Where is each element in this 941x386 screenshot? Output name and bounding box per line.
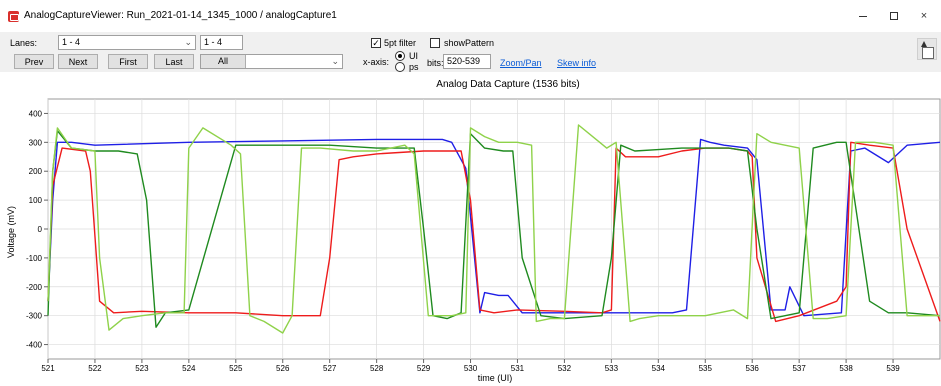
y-tick-label: -400	[26, 341, 43, 350]
maximize-icon	[890, 12, 898, 20]
maximize-button[interactable]	[879, 5, 909, 27]
x-tick-label: 526	[276, 364, 290, 373]
filter-checkbox[interactable]: ✓	[371, 38, 381, 48]
y-tick-label: 300	[29, 138, 43, 147]
minimize-button[interactable]	[848, 5, 878, 27]
lanes-label: Lanes:	[10, 38, 38, 48]
y-tick-label: -300	[26, 312, 43, 321]
app-icon	[8, 11, 19, 22]
series-layer	[47, 124, 941, 334]
x-axis-label: x-axis:	[363, 57, 390, 67]
x-tick-label: 533	[605, 364, 619, 373]
x-tick-label: 529	[417, 364, 431, 373]
next-button[interactable]: Next	[58, 54, 98, 69]
axes: 521 522 523 524 525 526 527 528 529 530 531 532 533 5…	[26, 109, 900, 373]
analog-capture-chart: Analog Data Capture (1536 bits) time (UI…	[6, 79, 941, 383]
y-tick-label: 100	[29, 196, 43, 205]
toolbar: Lanes: 1 - 4 ⌄ 1 - 4 Prev Next First Las…	[0, 32, 941, 72]
first-button[interactable]: First	[108, 54, 148, 69]
y-axis-title: Voltage (mV)	[6, 206, 16, 258]
y-tick-label: -100	[26, 254, 43, 263]
skew-info-link[interactable]: Skew info	[557, 58, 597, 68]
x-axis-ui-label: UI	[409, 51, 418, 61]
x-tick-label: 525	[229, 364, 243, 373]
lanes-range-input[interactable]: 1 - 4	[200, 35, 243, 50]
minimize-icon	[859, 15, 867, 17]
x-axis-ps-radio[interactable]	[395, 62, 405, 72]
x-tick-label: 522	[88, 364, 102, 373]
bits-input[interactable]: 520-539	[443, 54, 491, 69]
chevron-down-icon: ⌄	[331, 56, 339, 66]
chart-title: Analog Data Capture (1536 bits)	[436, 79, 579, 90]
x-tick-label: 528	[370, 364, 384, 373]
x-axis-title: time (UI)	[478, 373, 513, 383]
close-icon: ×	[920, 10, 928, 22]
chevron-down-icon: ⌄	[184, 37, 192, 47]
prev-button[interactable]: Prev	[14, 54, 54, 69]
x-tick-label: 531	[511, 364, 525, 373]
y-tick-label: 400	[29, 109, 43, 118]
x-tick-label: 535	[699, 364, 713, 373]
chart-tool-icon[interactable]	[917, 38, 937, 60]
x-tick-label: 521	[41, 364, 55, 373]
last-button[interactable]: Last	[154, 54, 194, 69]
filter-label: 5pt filter	[384, 38, 417, 48]
x-tick-label: 534	[652, 364, 666, 373]
x-tick-label: 538	[839, 364, 853, 373]
series-line-3	[47, 130, 941, 328]
x-tick-label: 524	[182, 364, 196, 373]
series-line-2	[47, 141, 941, 323]
x-axis-ps-label: ps	[409, 62, 419, 72]
chart-area: Analog Data Capture (1536 bits) time (UI…	[0, 72, 941, 386]
bits-label: bits:	[427, 58, 444, 68]
x-tick-label: 539	[886, 364, 900, 373]
x-tick-label: 530	[464, 364, 478, 373]
x-tick-label: 523	[135, 364, 149, 373]
series-line-1	[47, 138, 941, 317]
zoom-pan-link[interactable]: Zoom/Pan	[500, 58, 542, 68]
all-button[interactable]: All	[201, 55, 246, 68]
x-axis-ui-radio[interactable]	[395, 51, 405, 61]
series-line-4	[47, 124, 940, 334]
show-pattern-checkbox[interactable]	[430, 38, 440, 48]
lanes-dropdown[interactable]: 1 - 4 ⌄	[58, 35, 196, 50]
title-bar: AnalogCaptureViewer: Run_2021-01-14_1345…	[0, 0, 941, 32]
x-tick-label: 532	[558, 364, 572, 373]
window-title: AnalogCaptureViewer: Run_2021-01-14_1345…	[24, 10, 337, 21]
x-tick-label: 536	[746, 364, 760, 373]
y-tick-label: 200	[29, 167, 43, 176]
close-button[interactable]: ×	[909, 5, 939, 27]
x-tick-label: 537	[792, 364, 806, 373]
x-tick-label: 527	[323, 364, 337, 373]
y-tick-label: -200	[26, 283, 43, 292]
pattern-dropdown[interactable]: All ⌄	[200, 54, 343, 69]
show-pattern-label: showPattern	[444, 38, 495, 48]
lanes-dropdown-value: 1 - 4	[62, 37, 81, 47]
y-tick-label: 0	[38, 225, 43, 234]
